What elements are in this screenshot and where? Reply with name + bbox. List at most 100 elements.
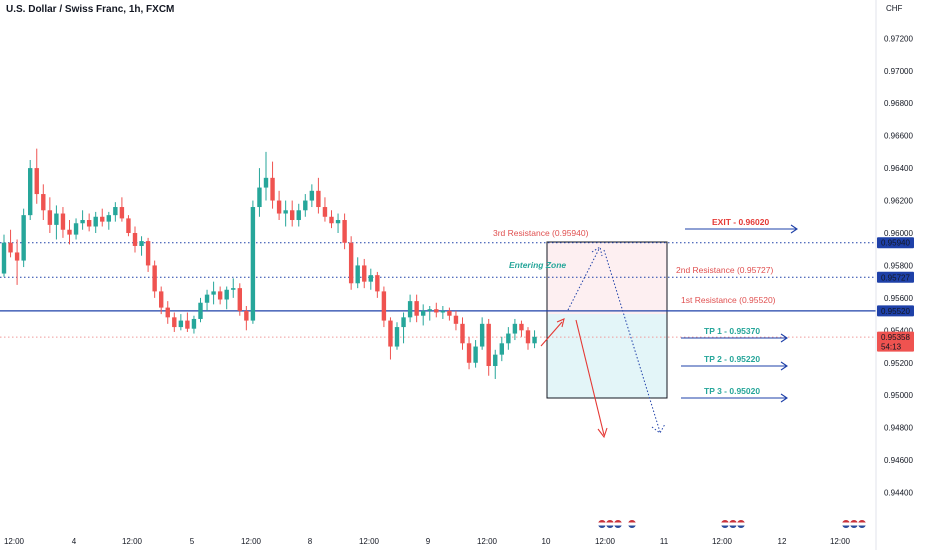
candle-body (440, 310, 446, 313)
x-tick-label: 4 (72, 537, 77, 546)
candle-body (217, 291, 223, 300)
candle-body (152, 265, 157, 292)
candle-body (86, 220, 92, 227)
candle-body (191, 318, 197, 329)
target-label: EXIT - 0.96020 (712, 217, 769, 227)
event-flags-2[interactable] (720, 519, 746, 529)
y-tick-label: 0.96200 (884, 197, 913, 206)
candle-body (453, 315, 459, 324)
candle-body (329, 216, 334, 224)
candle-body (421, 310, 426, 316)
y-tick-label: 0.95800 (884, 261, 913, 270)
level-label: 1st Resistance (0.95520) (681, 295, 776, 305)
candle-body (309, 190, 315, 201)
blue-dotted-path-down (603, 249, 661, 433)
candle-body (335, 220, 341, 224)
x-tick-label: 12:00 (122, 537, 143, 546)
candle-body (512, 323, 518, 334)
candle-body (447, 310, 452, 316)
candle-body (362, 265, 367, 282)
target-arrow-head (780, 393, 788, 403)
candle-body (119, 207, 125, 219)
blue-dotted-path-up (567, 248, 600, 311)
price-badge-label: 0.95520 (881, 307, 910, 316)
projection-arrows (540, 246, 666, 439)
candle-body (8, 242, 13, 253)
candle-body (100, 216, 105, 222)
currency-label: CHF (886, 4, 903, 13)
candle-body (388, 320, 393, 347)
candle-body (499, 343, 504, 355)
candle-body (257, 187, 262, 208)
y-tick-label: 0.95600 (884, 294, 913, 303)
target-arrow-head (780, 333, 788, 343)
candle-body (165, 307, 170, 318)
candle-body (54, 213, 59, 225)
symbol-title[interactable]: U.S. Dollar / Swiss Franc, 1h, FXCM (6, 4, 175, 15)
candle-body (80, 220, 85, 224)
red-path-down (575, 319, 605, 436)
x-tick-label: 10 (542, 537, 551, 546)
candle-body (460, 323, 465, 344)
target-arrows: EXIT - 0.96020 TP 1 - 0.95370 TP 2 - 0.952… (681, 217, 798, 403)
x-tick-label: 12:00 (830, 537, 851, 546)
candle-body (93, 216, 98, 227)
candle-body (394, 327, 400, 347)
candle-body (211, 291, 216, 295)
candle-body (47, 210, 53, 225)
candle-body (178, 320, 184, 328)
candle-body (473, 346, 478, 363)
y-tick-label: 0.94600 (884, 456, 913, 465)
y-tick-label: 0.97000 (884, 67, 913, 76)
target-label: TP 2 - 0.95220 (704, 354, 760, 364)
y-tick-label: 0.95000 (884, 391, 913, 400)
y-tick-label: 0.94800 (884, 424, 913, 433)
candle-body (276, 200, 282, 214)
candle-body (493, 354, 498, 367)
candle-body (434, 309, 439, 313)
x-tick-label: 12:00 (595, 537, 616, 546)
candle-body (407, 301, 413, 318)
candle-body (224, 289, 229, 300)
candle-body (466, 343, 472, 363)
x-tick-label: 12:00 (712, 537, 733, 546)
price-badge-label: 0.95940 (881, 239, 910, 248)
candle-body (126, 218, 131, 233)
event-flags-1[interactable] (597, 519, 637, 529)
candle-body (73, 223, 79, 235)
x-tick-label: 12:00 (359, 537, 380, 546)
x-tick-label: 12:00 (4, 537, 25, 546)
y-tick-label: 0.96800 (884, 99, 913, 108)
candle-body (159, 291, 164, 308)
candle-body (21, 215, 26, 261)
entering-zone-label: Entering Zone (509, 260, 566, 270)
candle-body (296, 210, 301, 221)
candle-body (139, 241, 144, 246)
candle-body (231, 288, 236, 290)
candle-body (1, 242, 7, 274)
candle-body (106, 215, 111, 222)
x-tick-label: 11 (660, 537, 669, 546)
y-tick-label: 0.97200 (884, 34, 913, 43)
candle-body (414, 301, 419, 316)
y-tick-label: 0.95200 (884, 359, 913, 368)
candle-body (486, 323, 491, 367)
candle-body (28, 168, 33, 216)
event-flags-3[interactable] (841, 519, 867, 529)
x-tick-label: 12:00 (477, 537, 498, 546)
red-arrow-head-up (556, 318, 565, 328)
target-label: TP 1 - 0.95370 (704, 326, 760, 336)
candle-body (250, 207, 256, 321)
red-arrow-head-down (597, 427, 608, 439)
candle-body (348, 242, 354, 284)
target-arrow-head (780, 361, 788, 371)
price-badge (877, 237, 914, 249)
axes: 0.97200 0.97000 0.96800 0.96600 0.96400 0.962… (4, 0, 913, 550)
candlesticks (1, 148, 537, 379)
y-tick-label: 0.96000 (884, 229, 913, 238)
candle-body (113, 207, 118, 216)
candle-body (14, 252, 20, 261)
candle-body (381, 291, 387, 321)
